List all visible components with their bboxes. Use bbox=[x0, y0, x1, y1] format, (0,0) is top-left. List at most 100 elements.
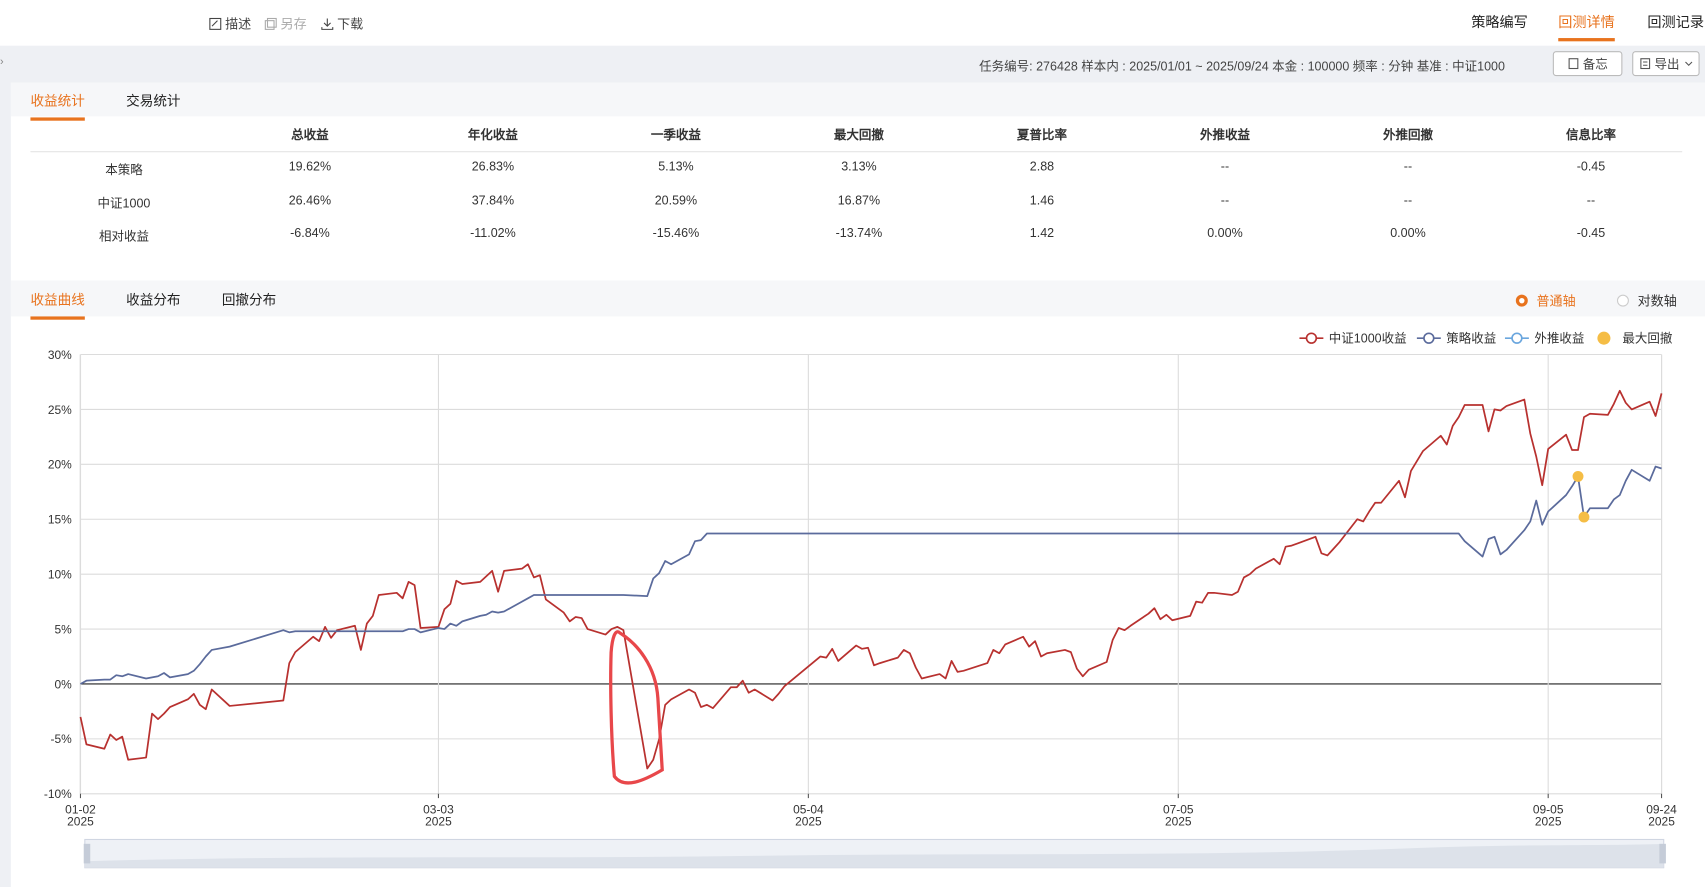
icon bbox=[1684, 61, 1692, 66]
content-panel bbox=[10, 82, 1705, 887]
label: 普通轴 bbox=[1536, 293, 1576, 309]
axis-radio[interactable]: 对数轴 bbox=[1616, 291, 1677, 309]
label: 另存 bbox=[280, 16, 307, 32]
chart-tab[interactable]: 收益分布 bbox=[126, 292, 181, 308]
table-cell: 0.00% bbox=[1390, 227, 1426, 241]
table-cell: 2.88 bbox=[1029, 160, 1055, 174]
nav-tab[interactable]: 回测记录 bbox=[1647, 14, 1704, 31]
legend-label: 中证1000收益 bbox=[1329, 331, 1407, 346]
icon bbox=[321, 17, 334, 30]
column-header: 信息比率 bbox=[1565, 129, 1616, 143]
table-rule bbox=[30, 151, 1683, 153]
table-cell: -13.74% bbox=[835, 227, 883, 241]
x-tick-label: 2025 bbox=[1165, 814, 1192, 828]
zoom-preview bbox=[84, 843, 1664, 868]
annotation-circle bbox=[609, 630, 664, 785]
nav-tab[interactable]: 回测详情 bbox=[1558, 11, 1615, 42]
table-cell: 19.62% bbox=[288, 160, 332, 174]
x-tick-label: 09-05 bbox=[1533, 802, 1564, 816]
label: 对数轴 bbox=[1637, 293, 1677, 309]
x-tick-label: 2025 bbox=[425, 814, 452, 828]
icon bbox=[264, 17, 277, 30]
x-tick-label: 05-04 bbox=[793, 802, 824, 816]
icon bbox=[1639, 58, 1650, 70]
axis-radio[interactable]: 普通轴 bbox=[1515, 291, 1576, 309]
legend-label: 外推收益 bbox=[1534, 332, 1584, 346]
save-as-button[interactable]: 另存 bbox=[264, 14, 307, 32]
label: 备忘 bbox=[1582, 58, 1608, 72]
stats-tab[interactable]: 收益统计 bbox=[30, 89, 85, 121]
radio-dot bbox=[1515, 294, 1528, 307]
x-tick-label: 2025 bbox=[1648, 814, 1675, 828]
zoom-handle[interactable] bbox=[83, 843, 91, 864]
drawdown-point bbox=[1578, 511, 1590, 523]
table-cell: 26.83% bbox=[471, 160, 515, 174]
stats-tab[interactable]: 交易统计 bbox=[126, 93, 181, 109]
column-header: 一季收益 bbox=[650, 129, 701, 143]
legend-marker bbox=[1511, 332, 1523, 344]
x-tick-label: 07-05 bbox=[1163, 802, 1194, 816]
x-tick-label: 01-02 bbox=[65, 802, 96, 816]
y-tick-label: 5% bbox=[54, 622, 72, 636]
table-cell: 26.46% bbox=[288, 194, 332, 208]
chart-tab[interactable]: 回撤分布 bbox=[221, 292, 277, 308]
table-cell: -15.46% bbox=[652, 227, 700, 241]
collapse-arrow[interactable]: › bbox=[0, 56, 4, 69]
label: 下载 bbox=[337, 16, 364, 32]
legend-label: 最大回撤 bbox=[1622, 331, 1673, 346]
x-tick-label: 2025 bbox=[67, 814, 94, 828]
table-cell: -6.84% bbox=[290, 227, 330, 241]
download-button[interactable]: 下载 bbox=[321, 14, 363, 32]
table-cell: -- bbox=[1220, 160, 1230, 174]
chart-tab[interactable]: 收益曲线 bbox=[30, 288, 85, 320]
icon bbox=[1568, 58, 1578, 70]
radio-dot bbox=[1616, 294, 1629, 307]
table-cell: -- bbox=[1586, 194, 1596, 208]
table-cell: 3.13% bbox=[841, 160, 877, 174]
task-info: 任务编号: 276428 样本内 : 2025/01/01 ~ 2025/09/… bbox=[979, 60, 1505, 74]
y-tick-label: 25% bbox=[48, 403, 72, 417]
tab-bar bbox=[10, 82, 1705, 117]
memo-button[interactable]: 备忘 bbox=[1552, 51, 1623, 77]
column-header: 年化收益 bbox=[467, 129, 518, 143]
table-cell: 5.13% bbox=[658, 160, 694, 174]
x-tick-label: 2025 bbox=[1535, 814, 1562, 828]
x-tick-label: 03-03 bbox=[423, 802, 454, 816]
series-line bbox=[79, 389, 1663, 770]
column-header: 夏普比率 bbox=[1016, 129, 1067, 143]
column-header: 外推收益 bbox=[1199, 129, 1250, 143]
y-tick-label: 10% bbox=[48, 567, 72, 581]
icon bbox=[209, 17, 222, 30]
y-tick-label: 15% bbox=[48, 513, 72, 527]
label: 导出 bbox=[1654, 58, 1680, 72]
drawdown-point bbox=[1572, 470, 1584, 482]
x-tick-label: 09-24 bbox=[1646, 802, 1677, 816]
column-header: 外推回撤 bbox=[1382, 129, 1433, 143]
row-label: 相对收益 bbox=[98, 230, 149, 244]
table-cell: -0.45 bbox=[1576, 160, 1606, 174]
describe-button[interactable]: 描述 bbox=[209, 14, 251, 32]
y-tick-label: 20% bbox=[48, 458, 72, 472]
table-cell: 16.87% bbox=[837, 194, 881, 208]
x-tick-label: 2025 bbox=[795, 814, 822, 828]
table-cell: -- bbox=[1403, 194, 1413, 208]
column-header: 最大回撤 bbox=[833, 129, 884, 143]
y-tick-label: 0% bbox=[54, 677, 72, 691]
series-line bbox=[80, 465, 1662, 685]
legend-marker bbox=[1305, 332, 1318, 344]
column-header: 总收益 bbox=[291, 129, 329, 143]
y-tick-label: -5% bbox=[51, 732, 73, 746]
tab-bar bbox=[10, 280, 1705, 317]
y-tick-label: 30% bbox=[48, 348, 72, 362]
table-cell: 20.59% bbox=[654, 194, 698, 208]
zoom-handle[interactable] bbox=[1659, 843, 1666, 864]
top-bar bbox=[0, 0, 1705, 46]
table-cell: -- bbox=[1220, 194, 1230, 208]
legend-label: 策略收益 bbox=[1446, 331, 1496, 346]
export-button[interactable]: 导出 bbox=[1632, 51, 1700, 77]
nav-tab[interactable]: 策略编写 bbox=[1471, 14, 1528, 31]
y-tick-label: -10% bbox=[44, 787, 72, 801]
